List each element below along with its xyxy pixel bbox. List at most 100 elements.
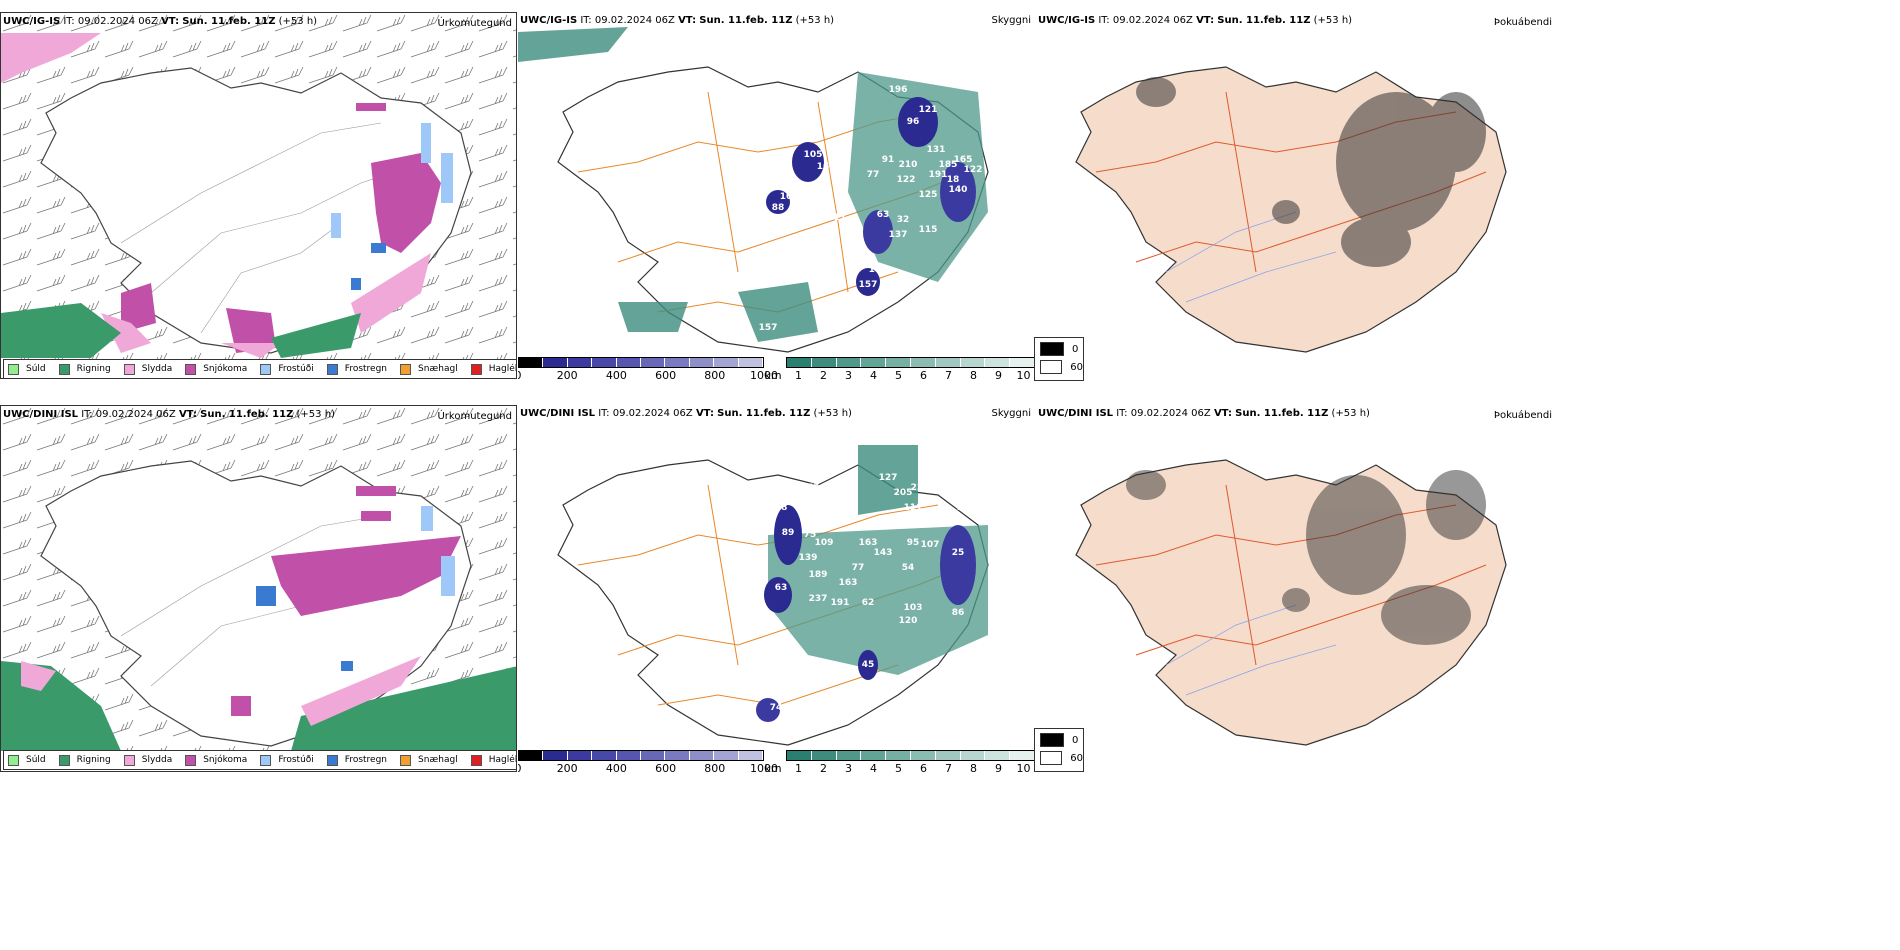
visibility-value-label: 128 [769, 503, 788, 513]
visibility-value-label: 191 [929, 170, 948, 180]
legend-label: Frostúði [278, 755, 314, 765]
fog-map-2 [1075, 459, 1507, 746]
colorbar-segment [811, 358, 837, 367]
visibility-value-label: 25 [952, 548, 965, 558]
colorbar-tick-label: 400 [605, 762, 627, 772]
panel-type-title: Skyggni [991, 408, 1031, 419]
panel-title: UWC/DINI ISL IT: 09.02.2024 06Z VT: Sun.… [1038, 408, 1370, 419]
colorbar-tick-label: 3 [845, 762, 852, 772]
visibility-value-label: 121 [919, 105, 938, 115]
visibility-value-label: 89 [782, 528, 795, 538]
freezing-drizzle-areas [421, 506, 455, 596]
colorbar-segment [689, 358, 715, 367]
legend-swatch [326, 754, 338, 766]
fog-shading [1136, 77, 1486, 267]
colorbar-segment [886, 358, 911, 367]
legend-item: Haglél [470, 363, 516, 375]
panel-title: UWC/IG-IS IT: 09.02.2024 06Z VT: Sun. 11… [520, 15, 835, 26]
colorbar-tick-label: 600 [655, 369, 677, 379]
visibility-value-label: 233 [911, 483, 930, 493]
colorbar-segment [985, 358, 1011, 367]
colorbar-tick-label: 2 [820, 369, 827, 379]
panel-type-title: Úrkomutegund [437, 411, 512, 422]
colorbar-tick-label: 2 [820, 762, 827, 772]
colorbar-segment [960, 751, 986, 760]
visibility-value-label: 105 [804, 150, 823, 160]
low-visibility-areas [756, 445, 988, 722]
legend-label: Haglél [488, 755, 517, 765]
legend-swatch [400, 363, 412, 375]
colorbar-segment [567, 358, 593, 367]
colorbar-segment [543, 358, 568, 367]
precip-legend: Súld Rigning Slydda Snjókoma Frostúði Frostre… [3, 750, 517, 770]
colorbar-tick-label: 1000 [750, 369, 778, 379]
legend-swatch [260, 754, 272, 766]
colorbar-tick-label: 800 [704, 369, 726, 379]
panel-type-title: Þokuábendi [1493, 410, 1552, 421]
visibility-colorbar-km: km 1 2 3 4 5 6 7 8 9 10 [764, 357, 1035, 379]
visibility-value-label: 142 [869, 265, 888, 275]
colorbar-tick-label: 0 [518, 762, 522, 772]
colorbar-segment [567, 751, 593, 760]
colorbar-segment [935, 751, 961, 760]
legend-item: Rigning [58, 754, 111, 766]
visibility-value-label: 185 [939, 160, 958, 170]
legend-item: Snjókoma [185, 363, 247, 375]
legend-label: Slydda [141, 364, 173, 374]
visibility-value-label: 140 [949, 185, 968, 195]
legend-label: Snæhagl [418, 755, 458, 765]
visibility-value-label: 127 [879, 473, 898, 483]
colorbar-tick-label: 6 [920, 369, 927, 379]
sleet-areas [1, 33, 431, 358]
fog-legend-swatch [1040, 733, 1064, 747]
visibility-value-label: 11 [834, 213, 847, 223]
fog-legend-item: 60 [1040, 360, 1083, 374]
colorbar-tick-label: 4 [870, 369, 877, 379]
visibility-value-label: 95 [907, 538, 920, 548]
legend-item: Frostregn [326, 363, 388, 375]
visibility-value-label: 210 [899, 160, 918, 170]
visibility-value-label: 91 [882, 155, 895, 165]
colorbar-segment [787, 358, 812, 367]
colorbar-segment [1010, 358, 1035, 367]
legend-label: Snæhagl [418, 364, 458, 374]
visibility-value-label: 125 [919, 190, 938, 200]
visibility-value-label: 163 [839, 578, 858, 588]
legend-label: Rigning [76, 755, 111, 765]
colorbar-tick-label: 10 [1016, 369, 1031, 379]
visibility-value-label: 45 [862, 660, 875, 670]
legend-item: Súld [8, 363, 46, 375]
visibility-value-label: 120 [899, 616, 918, 626]
precip-map-2 [1, 406, 516, 771]
rain-areas [1, 303, 361, 358]
precip-type-panel-2: UWC/DINI ISL IT: 09.02.2024 06Z VT: Sun.… [0, 405, 517, 772]
legend-label: Frostregn [344, 364, 388, 374]
colorbar-tick-label: 3 [845, 369, 852, 379]
legend-item: Frostúði [260, 754, 314, 766]
fog-map-1 [1075, 66, 1507, 353]
colorbar-segment [689, 751, 715, 760]
visibility-value-label: 163 [859, 538, 878, 548]
colorbar-tick-label: 200 [556, 369, 578, 379]
legend-label: Súld [26, 364, 46, 374]
visibility-value-label: 57 [957, 503, 970, 513]
panel-title: UWC/IG-IS IT: 09.02.2024 06Z VT: Sun. 11… [3, 16, 318, 27]
colorbar-segment [836, 358, 862, 367]
panel-type-title: Skyggni [991, 15, 1031, 26]
fog-legend-swatch [1040, 360, 1063, 374]
colorbar-tick-label: 400 [605, 369, 627, 379]
colorbar-tick-label: 9 [995, 369, 1002, 379]
visibility-value-label: 75 [804, 530, 817, 540]
colorbar-segment [787, 751, 812, 760]
legend-swatch [123, 363, 135, 375]
legend-label: Frostúði [278, 364, 314, 374]
legend-swatch [400, 754, 412, 766]
colorbar-segment [935, 358, 961, 367]
colorbar-tick-label: 5 [895, 762, 902, 772]
visibility-value-label: 157 [759, 323, 778, 333]
colorbar-segment [665, 751, 690, 760]
visibility-value-label: 122 [964, 165, 983, 175]
visibility-value-label: 32 [897, 215, 910, 225]
